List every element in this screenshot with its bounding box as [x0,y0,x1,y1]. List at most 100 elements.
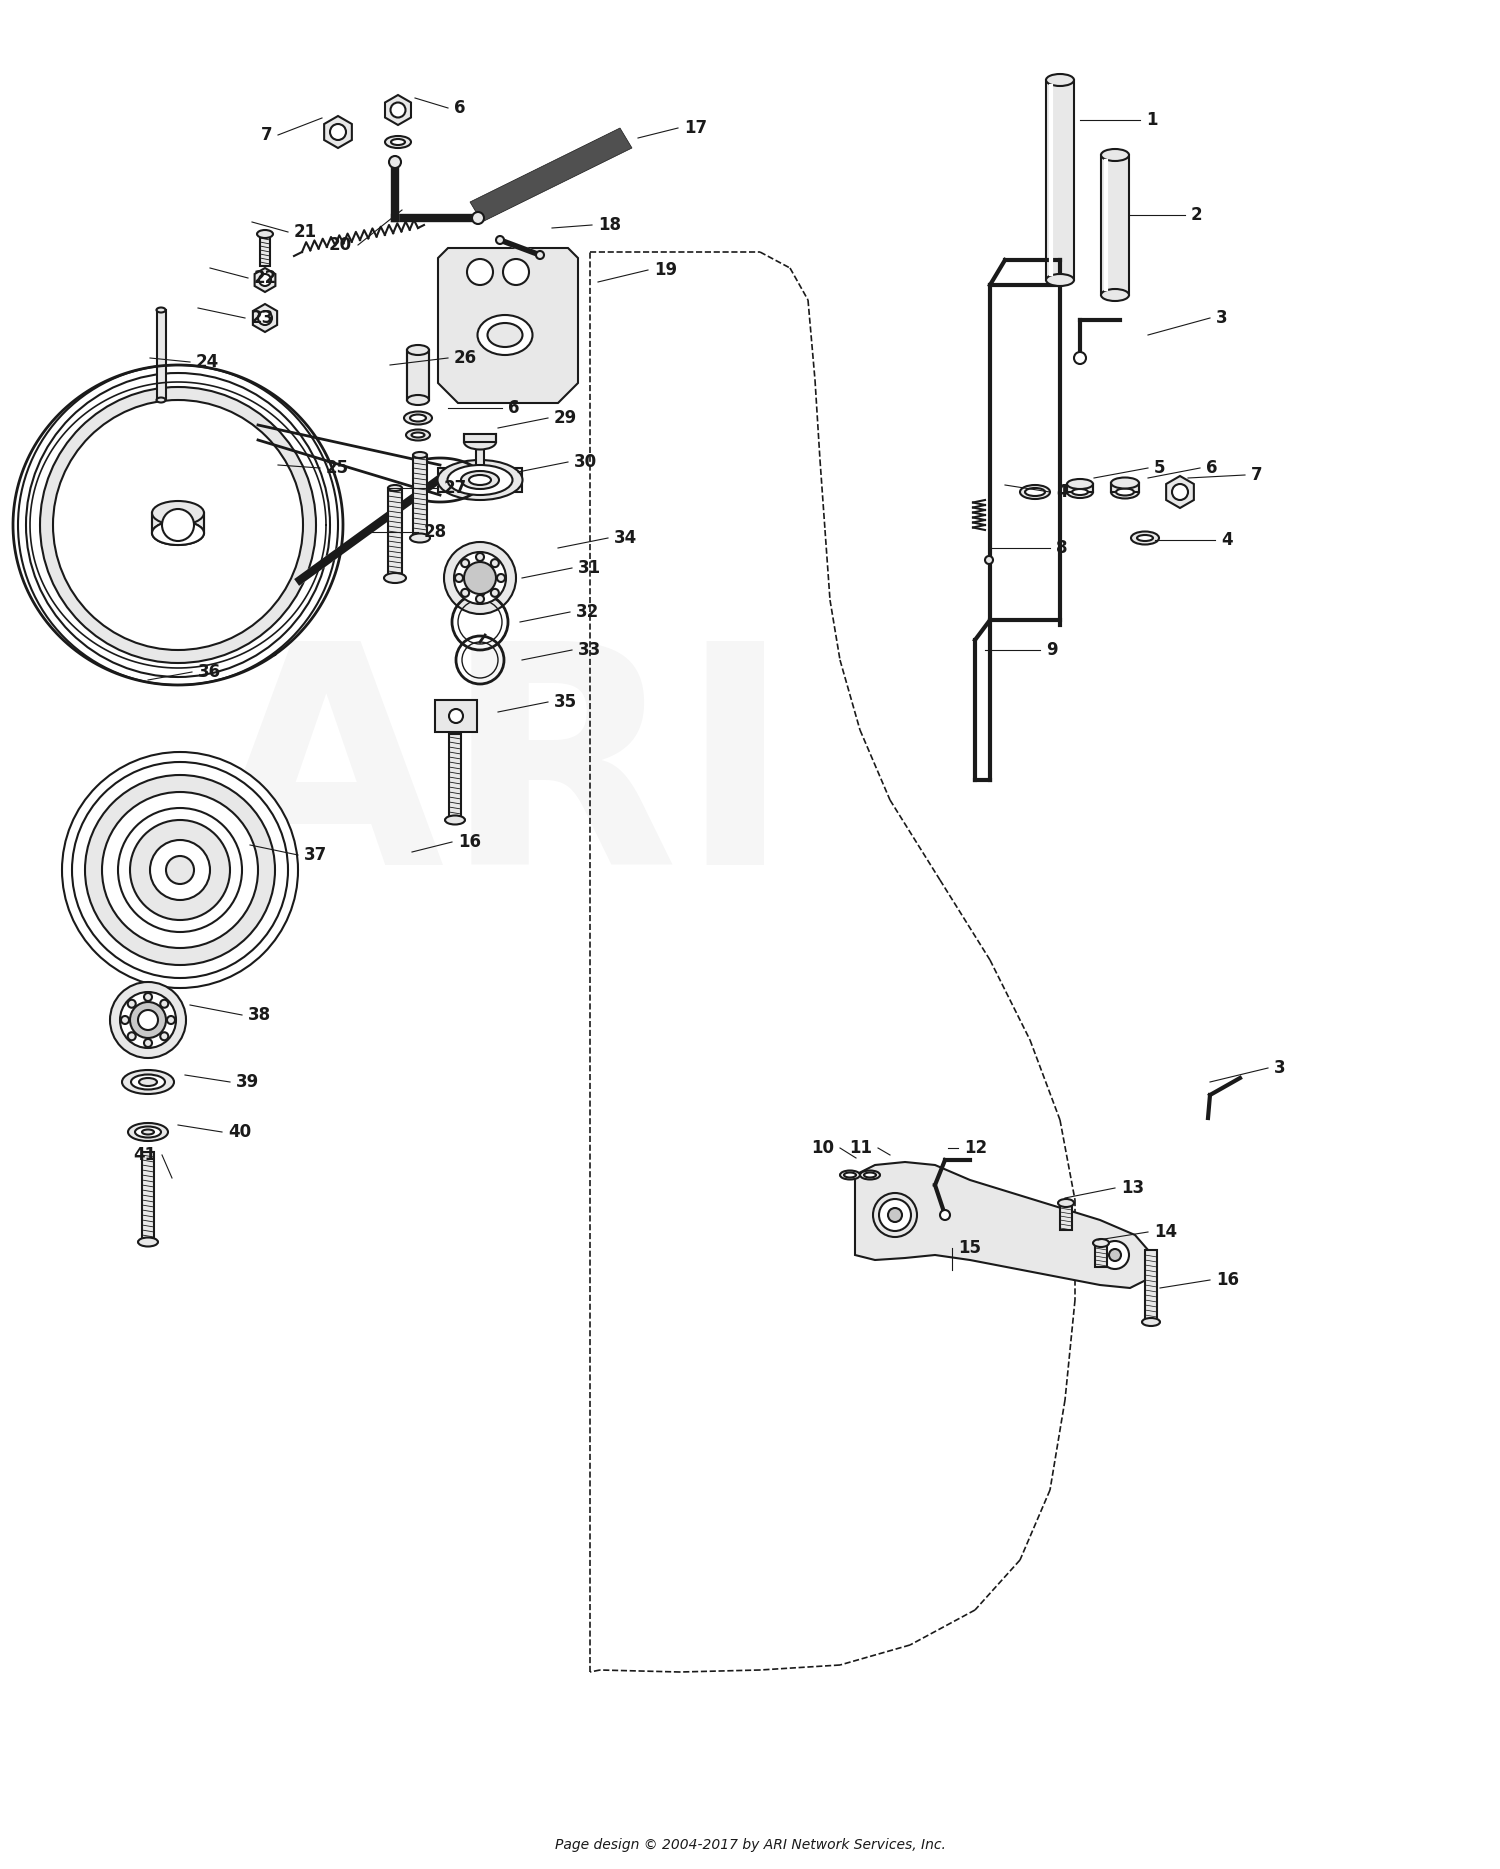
Circle shape [1108,1248,1120,1262]
Text: 1: 1 [1146,110,1158,129]
Circle shape [879,1200,910,1232]
Text: 15: 15 [958,1239,981,1258]
Ellipse shape [1066,478,1094,490]
Text: 35: 35 [554,693,578,710]
Bar [435,701,477,733]
Polygon shape [470,127,632,222]
Ellipse shape [1101,150,1130,161]
Ellipse shape [1112,486,1138,499]
Circle shape [454,574,464,581]
Circle shape [258,310,272,325]
Ellipse shape [859,1170,880,1179]
Ellipse shape [138,1237,158,1247]
Text: 17: 17 [684,120,706,136]
Circle shape [496,235,504,245]
Bar [406,350,429,400]
Text: 12: 12 [964,1138,987,1157]
Circle shape [160,1000,168,1007]
Text: 5: 5 [1154,460,1166,477]
Ellipse shape [1020,484,1050,499]
Text: 36: 36 [198,663,220,680]
Ellipse shape [413,452,428,458]
Text: 32: 32 [576,604,598,621]
Circle shape [888,1207,902,1222]
Ellipse shape [1131,531,1160,544]
Text: 10: 10 [812,1138,834,1157]
Ellipse shape [1072,490,1088,495]
Circle shape [162,508,194,540]
Bar [1046,80,1074,280]
Bar [1066,484,1094,492]
Circle shape [464,563,496,594]
Text: 28: 28 [424,523,447,540]
Circle shape [472,211,484,224]
Ellipse shape [142,1129,154,1134]
Ellipse shape [152,501,204,525]
Text: 9: 9 [1046,641,1058,660]
Bar [1095,1245,1107,1267]
Text: 31: 31 [578,559,602,578]
Text: 3: 3 [1274,1060,1286,1077]
Circle shape [18,364,338,686]
Circle shape [130,1002,166,1037]
Ellipse shape [438,460,522,501]
Ellipse shape [384,574,406,583]
Circle shape [1074,351,1086,364]
Circle shape [476,553,484,561]
Ellipse shape [446,815,465,824]
Circle shape [496,574,506,581]
Circle shape [144,1039,152,1047]
Text: 24: 24 [196,353,219,372]
Text: 40: 40 [228,1123,251,1140]
Polygon shape [255,267,276,292]
Circle shape [160,1032,168,1041]
Ellipse shape [386,136,411,148]
Text: 26: 26 [454,350,477,366]
Bar [158,310,166,400]
Circle shape [128,1000,135,1007]
Ellipse shape [488,323,522,348]
Circle shape [53,400,303,650]
Circle shape [1172,484,1188,501]
Polygon shape [855,1163,1155,1288]
Ellipse shape [477,316,532,355]
Circle shape [1101,1241,1130,1269]
Ellipse shape [1046,275,1074,286]
Text: 14: 14 [1154,1222,1178,1241]
Text: 25: 25 [326,460,350,477]
Ellipse shape [130,1075,165,1090]
Ellipse shape [156,308,165,312]
Bar [464,434,496,441]
Text: 29: 29 [554,409,578,426]
Circle shape [490,559,500,566]
Circle shape [536,250,544,260]
Ellipse shape [135,1127,160,1138]
Circle shape [102,792,258,948]
Ellipse shape [1116,488,1134,495]
Bar [1060,1206,1072,1230]
Bar [142,1151,154,1239]
Polygon shape [254,305,278,333]
Bar [413,454,428,536]
Ellipse shape [1094,1239,1108,1247]
Text: 16: 16 [1216,1271,1239,1290]
Polygon shape [386,95,411,125]
Text: 11: 11 [849,1138,871,1157]
Text: 38: 38 [248,1006,272,1024]
Circle shape [986,555,993,564]
Text: 37: 37 [304,847,327,863]
Bar [1112,482,1138,492]
Ellipse shape [1142,1318,1160,1325]
Polygon shape [438,467,522,492]
Circle shape [86,776,274,964]
Ellipse shape [840,1170,860,1179]
Ellipse shape [464,434,496,450]
Circle shape [110,981,186,1058]
Circle shape [466,260,494,284]
Text: 13: 13 [1120,1179,1144,1196]
Circle shape [444,542,516,615]
Text: 4: 4 [1056,482,1068,501]
Ellipse shape [460,471,500,490]
Ellipse shape [844,1172,856,1177]
Ellipse shape [122,1069,174,1093]
